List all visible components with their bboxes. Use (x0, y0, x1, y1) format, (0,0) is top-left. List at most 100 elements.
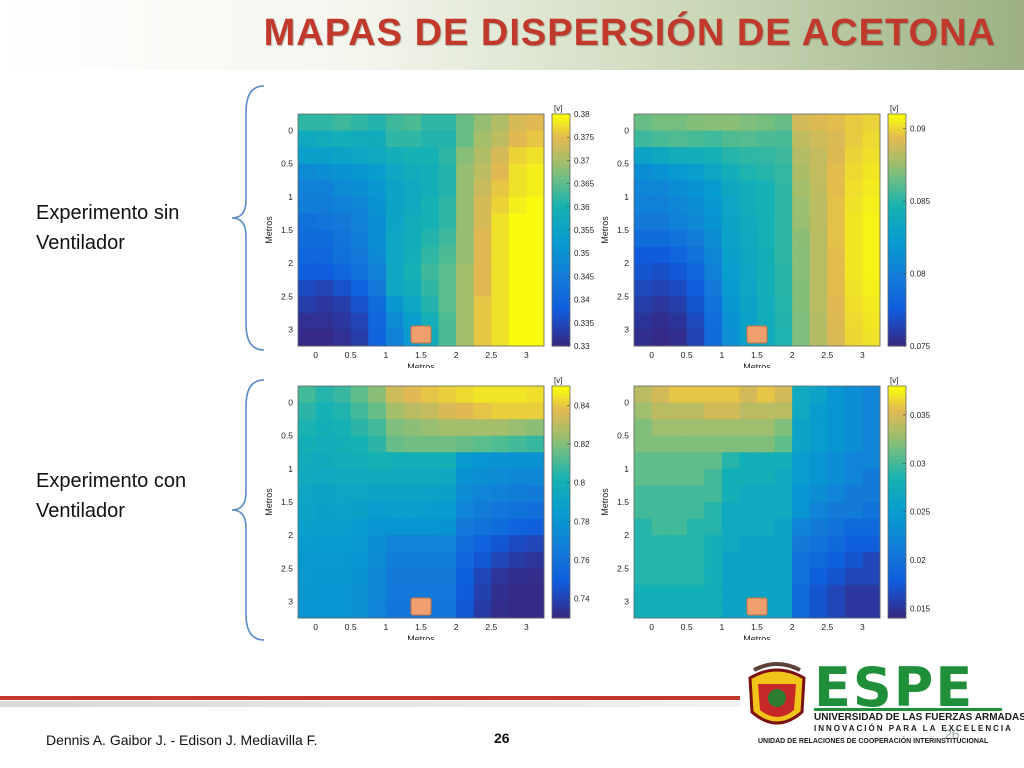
heatmap-cell (651, 296, 670, 314)
heatmap-cell (792, 213, 811, 231)
y-tick-label: 3 (624, 324, 629, 334)
heatmap-cell (739, 163, 758, 181)
heatmap-cell (385, 296, 404, 314)
heatmap-cell (757, 279, 776, 297)
heatmap-cell (315, 329, 334, 347)
heatmap-cell (809, 601, 828, 619)
colorbar-segment (888, 552, 906, 557)
heatmap-cell (862, 601, 881, 619)
heatmap-cell (508, 485, 527, 503)
colorbar-segment (888, 195, 906, 200)
x-tick-label: 0.5 (681, 350, 693, 360)
colorbar-segment (552, 401, 570, 406)
heatmap-cell (651, 468, 670, 486)
heatmap-cell (774, 518, 793, 536)
heatmap-cell (669, 329, 688, 347)
heatmap-cell (473, 452, 492, 470)
colorbar-segment (888, 210, 906, 216)
colorbar-segment (888, 326, 906, 332)
heatmap-cell (862, 296, 881, 314)
heatmap-cell (634, 601, 653, 619)
heatmap-cell (844, 279, 863, 297)
heatmap-cell (634, 402, 653, 420)
heatmap-cell (421, 452, 440, 470)
colorbar-segment (888, 299, 906, 305)
heatmap-cell (827, 551, 846, 569)
heatmap-cell (827, 213, 846, 231)
heatmap-cell (298, 452, 317, 470)
colorbar-segment (888, 563, 906, 569)
heatmap-cell (491, 535, 510, 553)
heatmap-cell (739, 386, 758, 404)
colorbar-segment (888, 311, 906, 316)
heatmap-cell (438, 468, 457, 486)
heatmap-cell (315, 568, 334, 586)
heatmap-cell (827, 114, 846, 132)
heatmap-cell (315, 230, 334, 248)
heatmap-cell (456, 402, 475, 420)
heatmap-cell (739, 435, 758, 453)
heatmap-cell (333, 230, 352, 248)
heatmap-cell (651, 584, 670, 602)
heatmap-cell (526, 419, 545, 437)
heatmap-cell (739, 114, 758, 132)
heatmap-cell (333, 279, 352, 297)
heatmap-cell (508, 402, 527, 420)
heatmap-cell (368, 312, 387, 330)
heatmap-cell (844, 196, 863, 214)
heatmap-cell (669, 535, 688, 553)
heatmap-cell (298, 468, 317, 486)
colorbar-segment (888, 413, 906, 418)
heatmap-cell (456, 312, 475, 330)
colorbar-tick-label: 0.34 (574, 296, 590, 305)
heatmap-cell (350, 485, 369, 503)
heatmap-cell (350, 568, 369, 586)
brace-top (231, 85, 265, 351)
colorbar-segment (888, 218, 906, 223)
heatmap-cell (491, 386, 510, 404)
heatmap-cell (721, 263, 740, 281)
heatmap-cell (827, 263, 846, 281)
heatmap-cell (844, 263, 863, 281)
colorbar-segment (552, 436, 570, 441)
heatmap-cell (473, 419, 492, 437)
y-tick-label: 0 (624, 126, 629, 136)
heatmap-cell (774, 246, 793, 264)
heatmap-cell (827, 312, 846, 330)
heatmap-cell (809, 518, 828, 536)
colorbar-tick-label: 0.84 (574, 401, 590, 410)
heatmap-cell (844, 601, 863, 619)
heatmap-cell (473, 502, 492, 520)
heatmap-cell (526, 485, 545, 503)
x-tick-label: 0.5 (681, 622, 693, 632)
heatmap-cell (739, 196, 758, 214)
colorbar-segment (888, 525, 906, 530)
heatmap-cell (403, 435, 422, 453)
heatmap-cell (526, 180, 545, 198)
heatmap-cell (350, 279, 369, 297)
heatmap-cell (686, 230, 705, 248)
y-tick-label: 3 (624, 596, 629, 606)
y-tick-label: 0 (624, 398, 629, 408)
colorbar-segment (888, 114, 906, 119)
heatmap-cell (669, 402, 688, 420)
y-tick-label: 2 (288, 258, 293, 268)
heatmap-cell (792, 518, 811, 536)
heatmap-cell (368, 419, 387, 437)
plot-frame (633, 113, 881, 347)
heatmap-cell (634, 502, 653, 520)
heatmap-cell (403, 419, 422, 437)
colorbar-tick-label: 0.82 (574, 440, 590, 449)
heatmap-cell (438, 196, 457, 214)
x-tick-label: 0.5 (345, 622, 357, 632)
colorbar-segment (888, 478, 906, 484)
heatmap-cell (792, 419, 811, 437)
heatmap-cell (669, 147, 688, 165)
heatmap-cell (721, 568, 740, 586)
heatmap-cell (862, 386, 881, 404)
colorbar-tick-label: 0.075 (910, 342, 931, 351)
heatmap-cell (686, 502, 705, 520)
colorbar-segment (888, 307, 906, 312)
heatmap-cell (827, 468, 846, 486)
colorbar-segment (552, 230, 570, 235)
